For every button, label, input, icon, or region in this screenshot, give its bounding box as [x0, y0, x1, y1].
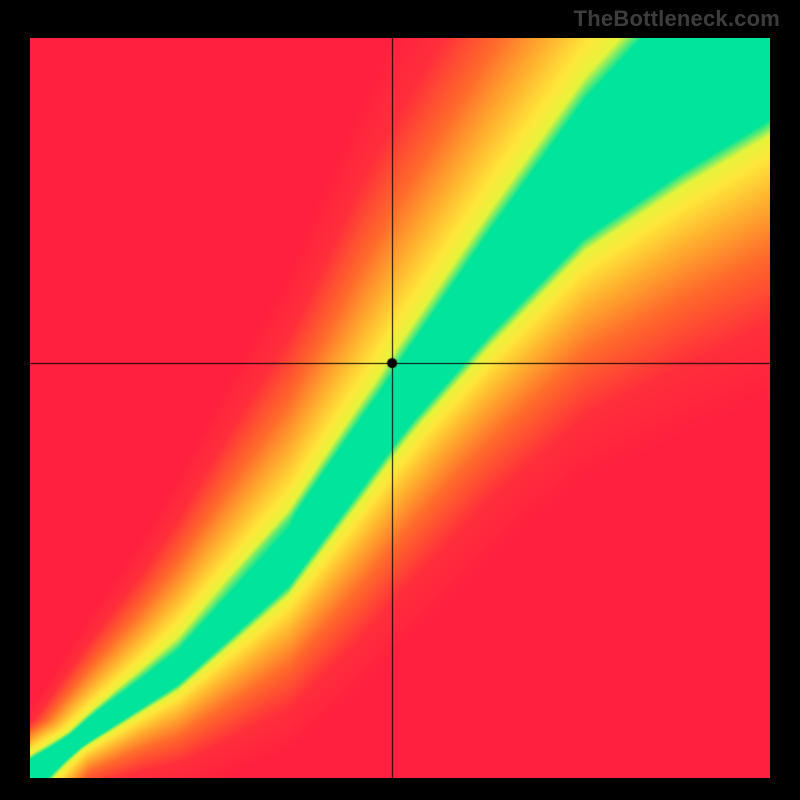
bottleneck-heatmap	[30, 38, 770, 778]
watermark-text: TheBottleneck.com	[574, 6, 780, 32]
